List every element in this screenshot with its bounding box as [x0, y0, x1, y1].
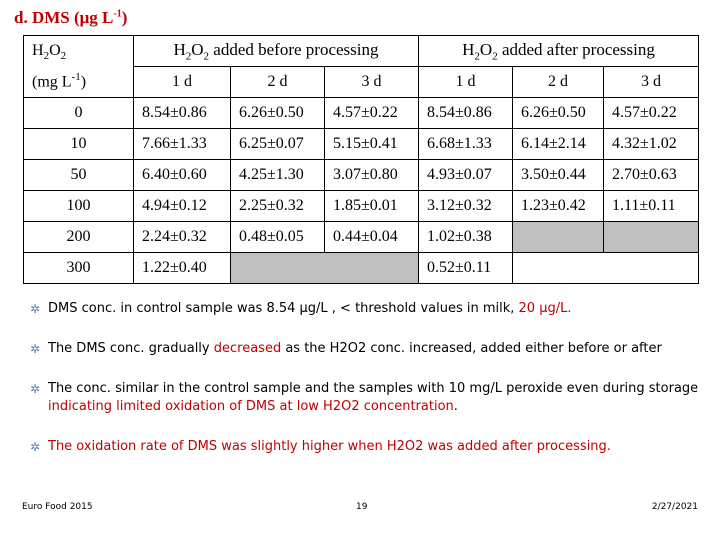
heading-prefix: d. DMS ( — [14, 8, 80, 27]
value-cell: 3.07±0.80 — [324, 159, 419, 191]
value-cell: 6.40±0.60 — [133, 159, 231, 191]
value-cell: 2.25±0.32 — [230, 190, 325, 222]
slide-heading: d. DMS (μg L-1) — [14, 8, 127, 28]
day-header-row: 1 d 2 d 3 d 1 d 2 d 3 d — [24, 66, 699, 98]
value-cell: 3.50±0.44 — [512, 159, 604, 191]
day-header: 2 d — [230, 66, 325, 98]
bullet-item: ✲ The conc. similar in the control sampl… — [30, 381, 699, 414]
value-cell: 5.15±0.41 — [324, 128, 419, 160]
table-row: 10 7.66±1.33 6.25±0.07 5.15±0.41 6.68±1.… — [23, 128, 699, 160]
value-cell: 0.44±0.04 — [324, 221, 419, 253]
value-cell: 2.70±0.63 — [603, 159, 699, 191]
value-cell: 1.85±0.01 — [324, 190, 419, 222]
value-cell: 6.26±0.50 — [512, 97, 604, 129]
value-cell: 6.14±2.14 — [512, 128, 604, 160]
day-header: 1 d — [418, 66, 513, 98]
value-cell: 2.24±0.32 — [133, 221, 231, 253]
corner-header: H2O2 (mg L-1) — [23, 35, 134, 98]
bullet-item: ✲ DMS conc. in control sample was 8.54 μ… — [30, 301, 572, 316]
value-cell: 4.25±1.30 — [230, 159, 325, 191]
bullet-item: ✲ The DMS conc. gradually decreased as t… — [30, 341, 662, 356]
conc-cell: 300 — [23, 252, 134, 284]
value-cell: 1.11±0.11 — [603, 190, 699, 222]
value-cell: 4.93±0.07 — [418, 159, 513, 191]
star-bullet-icon: ✲ — [30, 302, 41, 316]
star-bullet-icon: ✲ — [30, 382, 41, 396]
conc-cell: 0 — [23, 97, 134, 129]
blank-cell — [512, 252, 699, 284]
value-cell: 8.54±0.86 — [133, 97, 231, 129]
day-header: 3 d — [603, 66, 699, 98]
value-cell: 0.52±0.11 — [418, 252, 513, 284]
value-cell: 6.68±1.33 — [418, 128, 513, 160]
group-header-after: H2O2 added after processing — [418, 35, 699, 67]
group-header-before: H2O2 added before processing — [133, 35, 419, 67]
table-row: 300 1.22±0.40 0.52±0.11 — [23, 252, 699, 284]
table-row: 50 6.40±0.60 4.25±1.30 3.07±0.80 4.93±0.… — [23, 159, 699, 191]
heading-unit: μg L — [79, 8, 114, 27]
day-header: 1 d — [133, 66, 231, 98]
value-cell: 1.22±0.40 — [133, 252, 231, 284]
conc-cell: 100 — [23, 190, 134, 222]
day-header: 2 d — [512, 66, 604, 98]
value-cell: 4.57±0.22 — [324, 97, 419, 129]
value-cell: 8.54±0.86 — [418, 97, 513, 129]
conc-cell: 200 — [23, 221, 134, 253]
highlight-limited-oxidation: indicating limited oxidation of DMS at l… — [48, 399, 454, 414]
value-cell: 4.57±0.22 — [603, 97, 699, 129]
value-cell: 6.26±0.50 — [230, 97, 325, 129]
footer-date: 2/27/2021 — [651, 502, 698, 512]
value-cell: 1.23±0.42 — [512, 190, 604, 222]
star-bullet-icon: ✲ — [30, 440, 41, 454]
heading-exponent: -1 — [113, 8, 122, 20]
day-header: 3 d — [324, 66, 419, 98]
value-cell: 6.25±0.07 — [230, 128, 325, 160]
empty-cell — [230, 252, 419, 284]
empty-cell — [603, 221, 699, 253]
heading-suffix: ) — [121, 8, 128, 27]
bullet-item: ✲ The oxidation rate of DMS was slightly… — [30, 439, 611, 454]
table-row: 200 2.24±0.32 0.48±0.05 0.44±0.04 1.02±0… — [23, 221, 699, 253]
table-row: 100 4.94±0.12 2.25±0.32 1.85±0.01 3.12±0… — [23, 190, 699, 222]
value-cell: 4.32±1.02 — [603, 128, 699, 160]
value-cell: 0.48±0.05 — [230, 221, 325, 253]
conc-cell: 10 — [23, 128, 134, 160]
table-row: 0 8.54±0.86 6.26±0.50 4.57±0.22 8.54±0.8… — [23, 97, 699, 129]
value-cell: 3.12±0.32 — [418, 190, 513, 222]
bullet-list: ✲ DMS conc. in control sample was 8.54 μ… — [30, 300, 700, 456]
dms-table: H2O2 (mg L-1) H2O2 added before processi… — [23, 35, 699, 284]
table-header-row: H2O2 (mg L-1) H2O2 added before processi… — [23, 35, 699, 98]
conc-cell: 50 — [23, 159, 134, 191]
value-cell: 1.02±0.38 — [418, 221, 513, 253]
value-cell: 7.66±1.33 — [133, 128, 231, 160]
empty-cell — [512, 221, 604, 253]
threshold-value: 20 μg/L. — [518, 301, 572, 316]
star-bullet-icon: ✲ — [30, 342, 41, 356]
footer-page-number: 19 — [356, 502, 368, 512]
highlight-decreased: decreased — [213, 341, 282, 356]
value-cell: 4.94±0.12 — [133, 190, 231, 222]
footer-left: Euro Food 2015 — [22, 502, 93, 512]
